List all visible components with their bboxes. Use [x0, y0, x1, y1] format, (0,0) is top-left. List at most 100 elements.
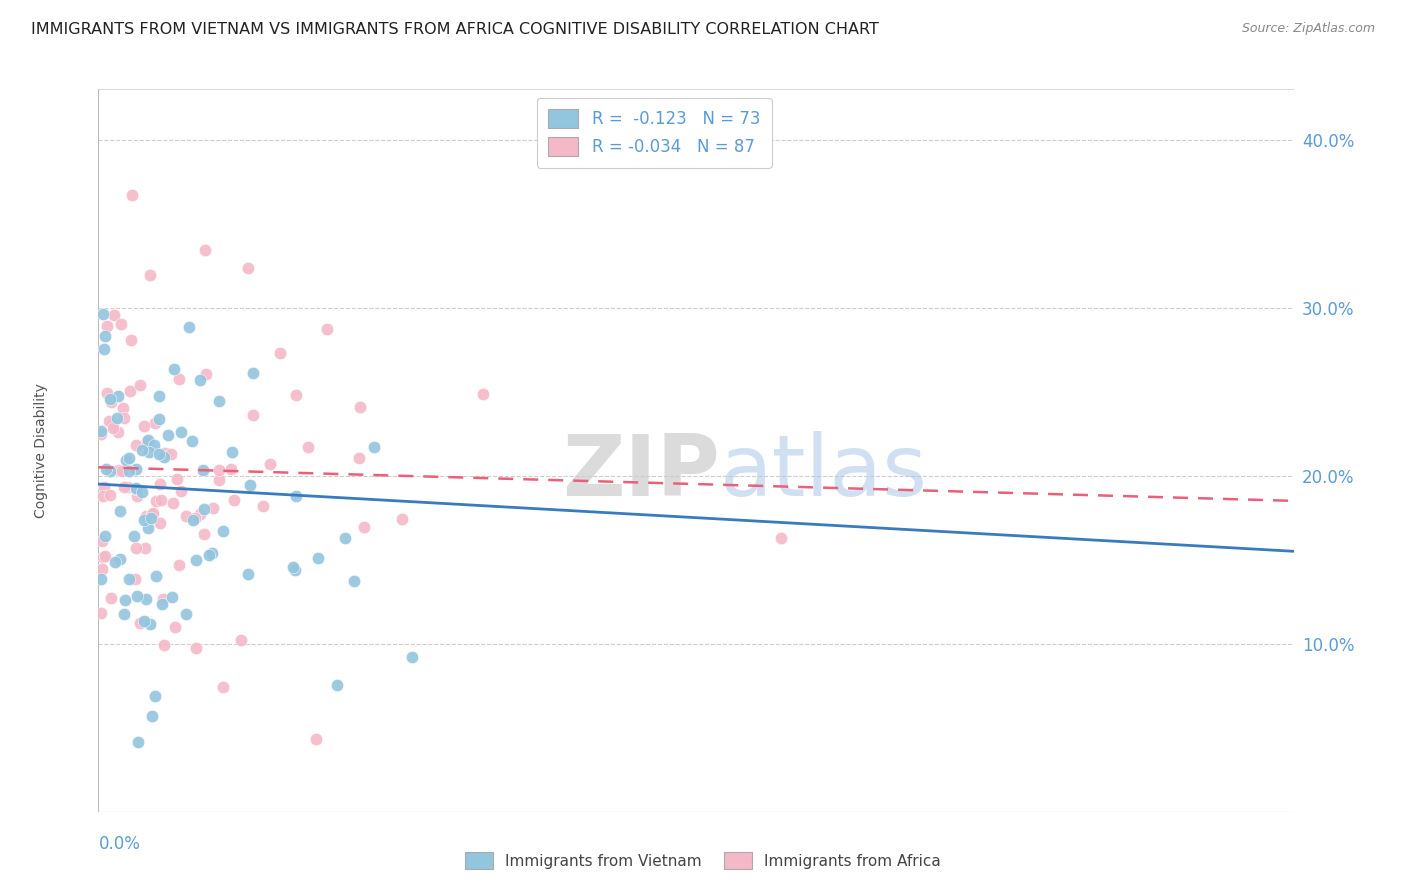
Point [120, 333, 142, 347]
Point [242, 408, 264, 422]
Point [155, 446, 177, 460]
Point [150, 492, 173, 507]
Point [112, 480, 135, 494]
Point [134, 541, 156, 555]
Point [125, 438, 148, 452]
Point [152, 450, 174, 464]
Point [91, 307, 114, 321]
Point [131, 484, 153, 499]
Point [143, 689, 166, 703]
Point [193, 527, 215, 541]
Point [284, 490, 307, 504]
Point [135, 592, 157, 607]
Point [343, 574, 366, 588]
Point [181, 513, 204, 527]
Text: 0.0%: 0.0% [98, 835, 141, 853]
Point [152, 591, 174, 606]
Point [176, 607, 198, 621]
Point [239, 478, 262, 492]
Point [98, 392, 121, 406]
Point [269, 346, 291, 360]
Point [252, 499, 274, 513]
Point [208, 463, 231, 477]
Point [224, 493, 246, 508]
Point [138, 445, 160, 459]
Point [259, 457, 281, 471]
Point [211, 680, 233, 694]
Point [100, 591, 122, 605]
Point [229, 633, 252, 648]
Point [195, 368, 218, 382]
Point [98, 488, 121, 502]
Point [136, 437, 159, 451]
Point [142, 506, 165, 520]
Point [125, 490, 148, 504]
Point [96, 385, 118, 400]
Point [90, 606, 112, 620]
Point [145, 416, 167, 430]
Text: ZIP: ZIP [562, 431, 720, 514]
Point [125, 589, 148, 603]
Point [105, 411, 128, 425]
Point [326, 678, 349, 692]
Point [145, 494, 167, 508]
Point [107, 389, 129, 403]
Point [108, 463, 131, 477]
Point [103, 417, 125, 431]
Point [149, 477, 172, 491]
Point [333, 531, 356, 545]
Point [149, 516, 172, 530]
Point [307, 550, 329, 565]
Text: atlas: atlas [720, 431, 928, 514]
Point [208, 473, 231, 487]
Point [139, 511, 162, 525]
Point [103, 308, 125, 322]
Point [112, 401, 135, 415]
Point [236, 566, 259, 581]
Point [90, 424, 112, 438]
Point [90, 426, 112, 441]
Point [179, 319, 201, 334]
Point [91, 490, 114, 504]
Point [141, 507, 163, 521]
Point [148, 411, 170, 425]
Point [96, 462, 118, 476]
Point [770, 531, 793, 545]
Point [349, 450, 371, 465]
Point [122, 529, 145, 543]
Point [162, 496, 184, 510]
Point [188, 373, 211, 387]
Point [281, 559, 304, 574]
Point [236, 260, 259, 275]
Point [135, 508, 157, 523]
Point [112, 607, 135, 621]
Point [90, 562, 112, 576]
Point [120, 384, 142, 398]
Point [110, 504, 132, 518]
Point [150, 597, 173, 611]
Point [160, 591, 183, 605]
Point [166, 473, 188, 487]
Point [136, 521, 159, 535]
Text: Cognitive Disability: Cognitive Disability [34, 383, 48, 518]
Point [190, 507, 212, 521]
Point [193, 502, 215, 516]
Point [90, 534, 112, 549]
Point [145, 569, 167, 583]
Point [125, 462, 148, 476]
Point [163, 361, 186, 376]
Point [124, 573, 146, 587]
Point [242, 366, 264, 380]
Point [201, 501, 224, 516]
Point [305, 732, 328, 747]
Point [117, 480, 139, 494]
Point [124, 482, 146, 496]
Point [194, 243, 217, 257]
Point [141, 709, 163, 723]
Point [285, 388, 308, 402]
Point [148, 447, 170, 461]
Point [159, 447, 181, 461]
Point [96, 319, 118, 334]
Point [118, 572, 141, 586]
Point [186, 641, 208, 656]
